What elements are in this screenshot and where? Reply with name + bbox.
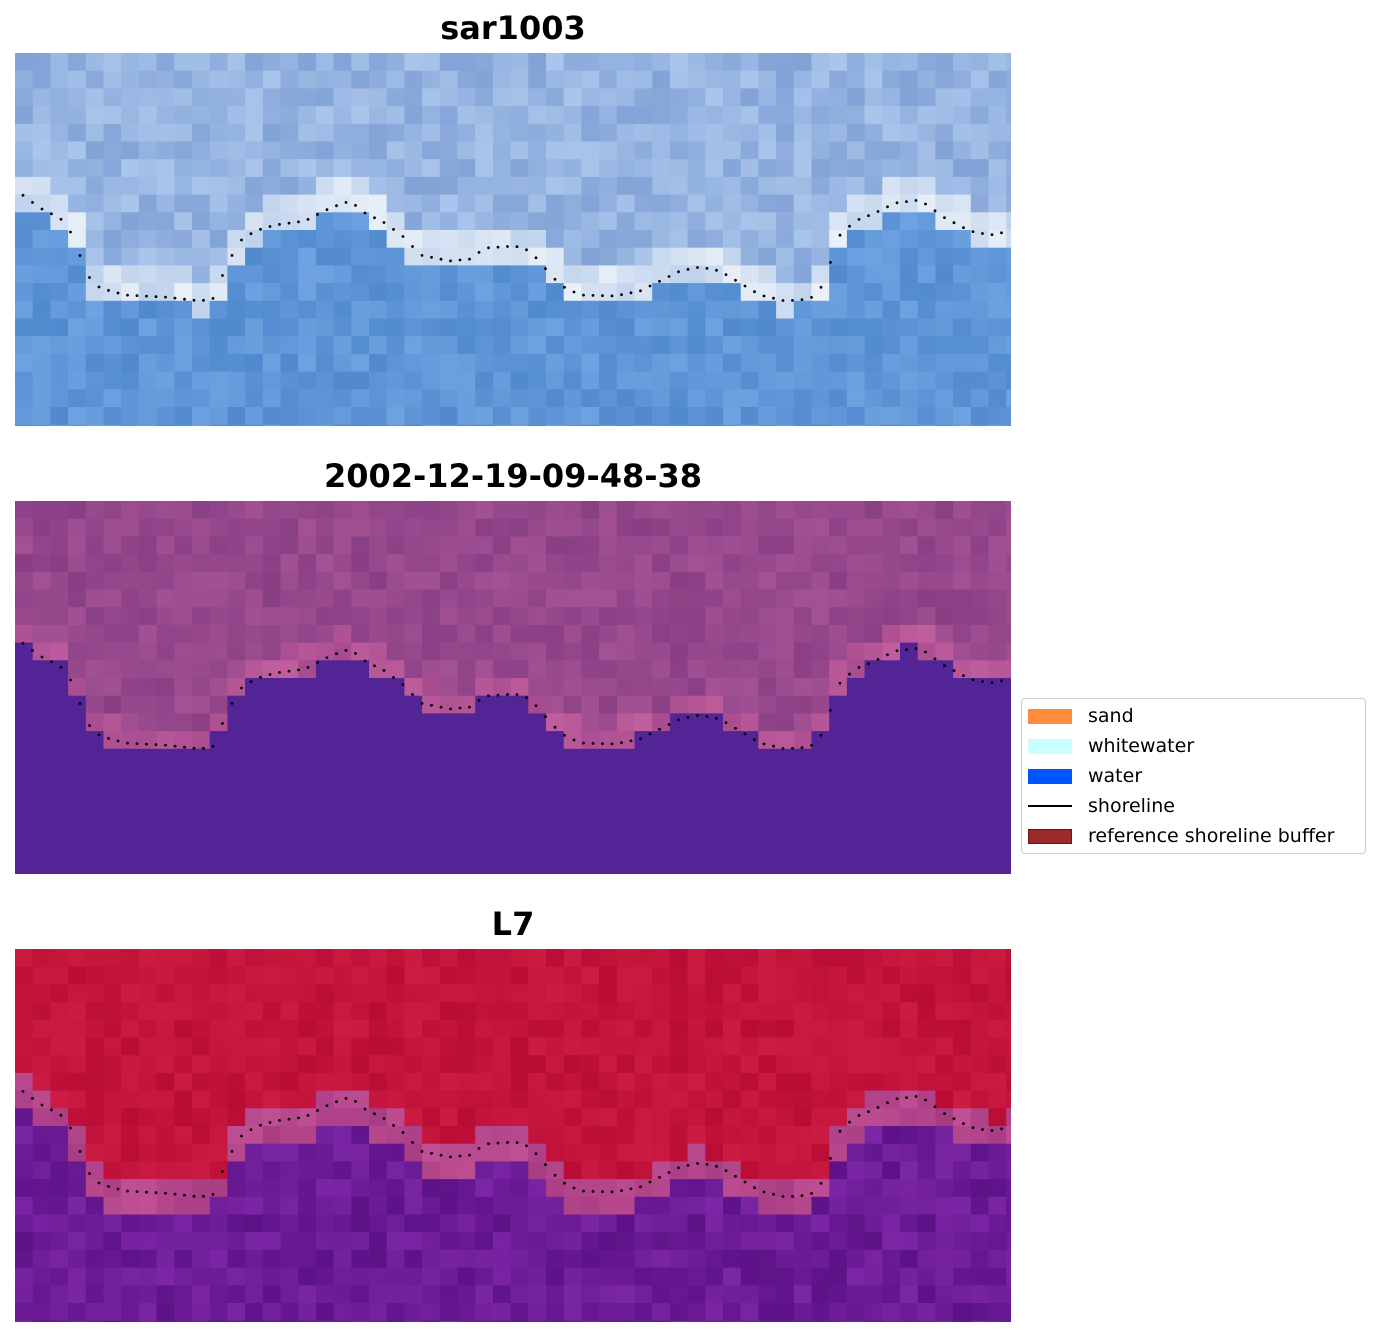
- legend-item-water: water: [1028, 765, 1143, 787]
- sand-swatch: [1028, 708, 1072, 724]
- reference-buffer-swatch: [1028, 828, 1072, 844]
- legend-label-whitewater: whitewater: [1088, 735, 1195, 757]
- panel-title-date: 2002-12-19-09-48-38: [323, 457, 703, 495]
- panel-title-satellite: L7: [491, 905, 535, 943]
- legend-label-sand: sand: [1088, 705, 1134, 727]
- legend-item-whitewater: whitewater: [1028, 735, 1195, 757]
- classification-image: [15, 501, 1011, 874]
- rgb-shoreline-dots: [21, 193, 1003, 302]
- legend-item-reference-buffer: reference shoreline buffer: [1028, 825, 1335, 847]
- index-image: [15, 949, 1011, 1322]
- index-image-panel: [15, 949, 1011, 1322]
- index-shoreline-dots: [21, 1089, 1003, 1198]
- legend: sand whitewater water shoreline referenc…: [1021, 698, 1366, 854]
- water-swatch: [1028, 768, 1072, 784]
- panel-title-rgb: sar1003: [440, 9, 586, 47]
- legend-label-reference-buffer: reference shoreline buffer: [1088, 825, 1335, 847]
- legend-item-sand: sand: [1028, 705, 1134, 727]
- legend-label-shoreline: shoreline: [1088, 795, 1175, 817]
- legend-label-water: water: [1088, 765, 1143, 787]
- legend-item-shoreline: shoreline: [1028, 795, 1175, 817]
- shoreline-line-icon: [1028, 805, 1072, 807]
- rgb-image: [15, 53, 1011, 426]
- classification-image-panel: [15, 501, 1011, 874]
- classification-shoreline-dots: [21, 641, 1003, 750]
- rgb-image-panel: [15, 53, 1011, 426]
- whitewater-swatch: [1028, 738, 1072, 754]
